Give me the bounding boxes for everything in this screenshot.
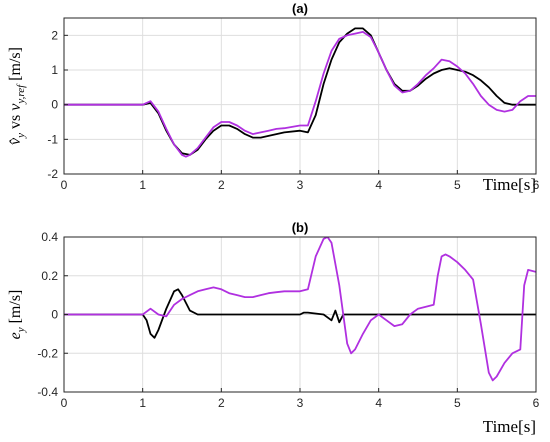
x-tick-label: 2: [218, 396, 225, 410]
x-axis-label: Time[s]: [483, 417, 536, 436]
y-tick-label: -1: [47, 132, 58, 146]
series-line-1: [64, 27, 536, 156]
x-tick-label: 6: [533, 396, 540, 410]
x-tick-label: 1: [139, 396, 146, 410]
x-tick-label: 5: [454, 178, 461, 192]
x-axis-label: Time[s]: [483, 175, 536, 194]
y-tick-label: -0.4: [37, 385, 58, 399]
x-tick-label: 6: [533, 178, 540, 192]
x-tick-label: 1: [139, 178, 146, 192]
x-tick-label: 5: [454, 396, 461, 410]
y-tick-label: 0: [51, 98, 58, 112]
y-tick-label: 2: [51, 28, 58, 42]
series-line-2: [64, 237, 536, 382]
x-tick-label: 3: [297, 396, 304, 410]
y-tick-label: 1: [51, 63, 58, 77]
y-tick-label: -2: [47, 167, 58, 181]
y-tick-label: 0.2: [41, 269, 58, 283]
x-tick-label: 0: [61, 178, 68, 192]
y-axis-label: ey [m/s]: [7, 290, 27, 340]
panel-b: 0 1 2 3 4 5 6 -0.4 -0.2 0 0.2 0.4 (b) Time[s] ey [m/s]: [7, 220, 540, 436]
x-tick-label: 2: [218, 178, 225, 192]
panel-a: 0 1 2 3 4 5 6 -2 -1 0 1 2 (a) Time[s] v̂y vs vy,ref [m…: [7, 1, 540, 194]
y-tick-label: -0.2: [37, 346, 58, 360]
y-tick-label: 0.4: [41, 230, 58, 244]
series-line-2: [64, 31, 536, 158]
chart-title: (a): [292, 1, 308, 16]
x-tick-label: 0: [61, 396, 68, 410]
x-tick-label: 3: [297, 178, 304, 192]
x-tick-label: 4: [375, 178, 382, 192]
x-tick-label: 4: [375, 396, 382, 410]
chart-title: (b): [292, 220, 309, 235]
y-tick-label: 0: [51, 308, 58, 322]
y-axis-label: v̂y vs vy,ref [m/s]: [7, 47, 27, 145]
